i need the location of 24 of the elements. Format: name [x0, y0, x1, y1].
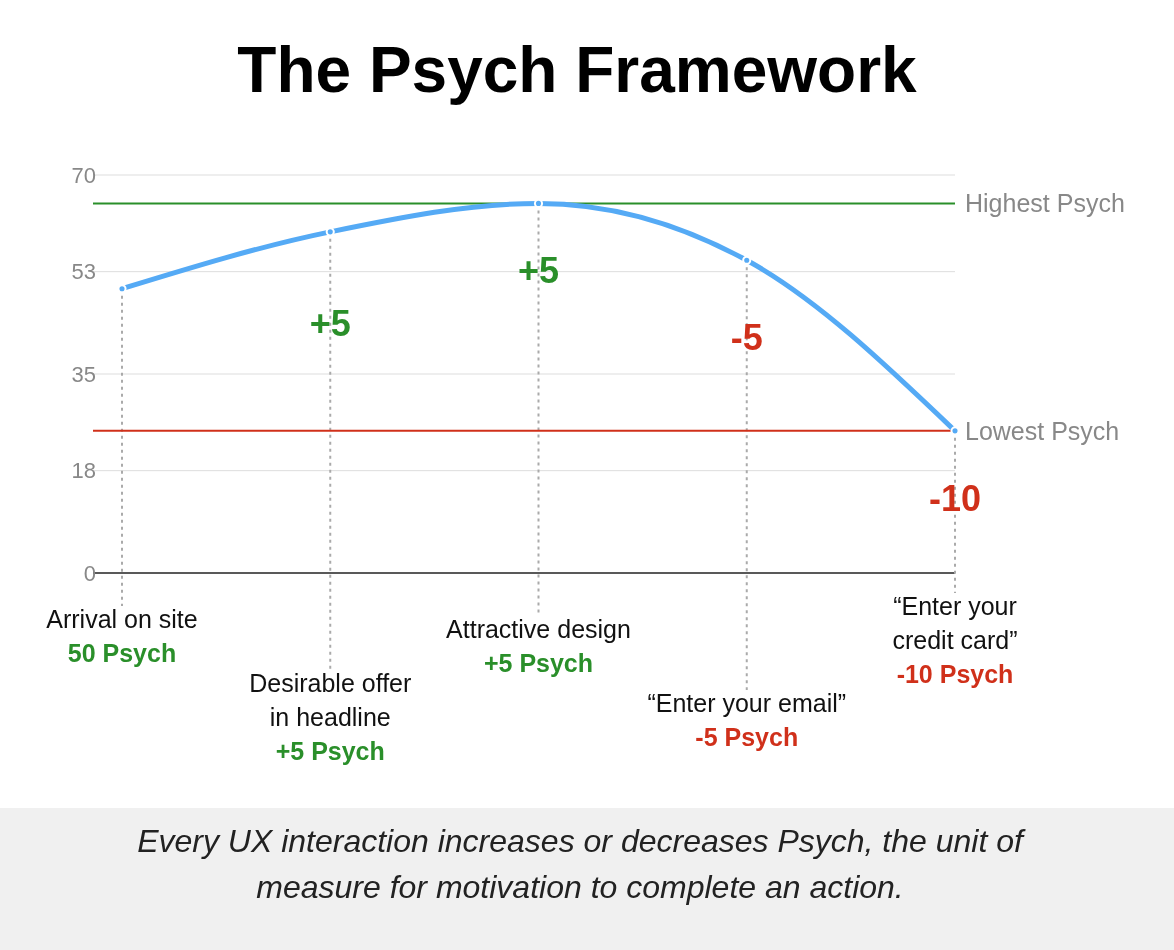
x-tick-label: “Enter your credit card”	[892, 592, 1018, 654]
x-tick-label: Arrival on site	[46, 605, 198, 633]
ref-line-label: Highest Psych	[965, 189, 1125, 218]
annotation: +5	[309, 302, 351, 344]
text: 50 Psych	[67, 639, 177, 667]
y-tick-label: 0	[83, 560, 96, 586]
text: -5 Psych	[695, 723, 799, 751]
point	[742, 255, 752, 265]
y-tick-label: 35	[71, 361, 96, 387]
annotation: -10	[928, 477, 982, 519]
annotation: -5	[730, 316, 763, 358]
chart-title: The Psych Framework	[237, 34, 918, 106]
text: +5 Psych	[483, 649, 594, 677]
text: -10 Psych	[896, 660, 1014, 688]
x-tick-label: Desirable offer in headline	[249, 669, 412, 731]
y-tick-label: 70	[71, 162, 96, 188]
text: +5 Psych	[275, 737, 385, 765]
y-tick-label: 18	[71, 458, 96, 484]
x-tick-label: “Enter your email”	[647, 689, 847, 717]
x-tick-label: Attractive design	[446, 615, 631, 643]
y-tick-label: 53	[71, 259, 96, 285]
text: Every UX interaction increases or decreases Psych, the unit of measure for motivation to complete an action.	[137, 823, 1026, 905]
ref-line-label: Lowest Psych	[965, 416, 1120, 445]
annotation: +5	[517, 249, 560, 291]
